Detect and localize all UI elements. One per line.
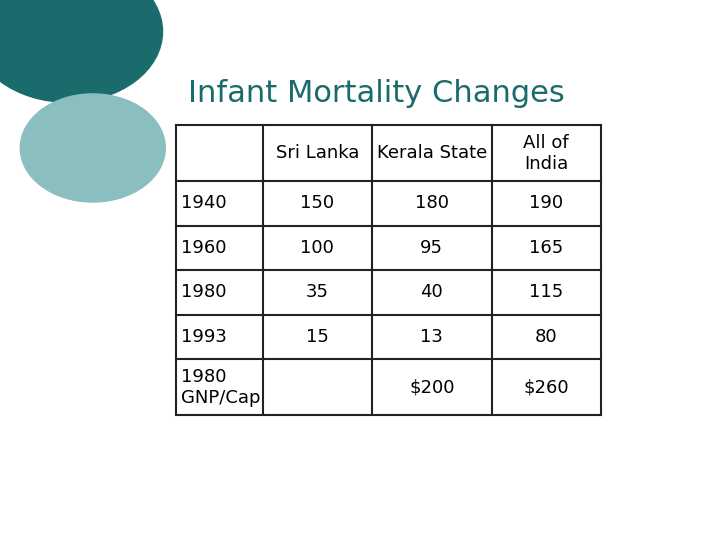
Text: 1980: 1980 [181, 284, 227, 301]
Circle shape [0, 0, 163, 102]
Text: All of
India: All of India [523, 134, 569, 173]
Text: 13: 13 [420, 328, 444, 346]
Text: $200: $200 [409, 378, 454, 396]
Circle shape [20, 94, 166, 202]
Text: 95: 95 [420, 239, 444, 257]
Text: 35: 35 [306, 284, 329, 301]
Text: 165: 165 [529, 239, 563, 257]
Text: 190: 190 [529, 194, 563, 212]
Text: $260: $260 [523, 378, 569, 396]
Text: 80: 80 [535, 328, 557, 346]
Text: 1980
GNP/Cap: 1980 GNP/Cap [181, 368, 261, 407]
Text: 150: 150 [300, 194, 335, 212]
Text: Infant Mortality Changes: Infant Mortality Changes [188, 79, 564, 109]
Text: 115: 115 [529, 284, 563, 301]
Text: Sri Lanka: Sri Lanka [276, 144, 359, 162]
Text: 180: 180 [415, 194, 449, 212]
Text: 40: 40 [420, 284, 443, 301]
Text: 1960: 1960 [181, 239, 227, 257]
Text: 1993: 1993 [181, 328, 227, 346]
Text: Kerala State: Kerala State [377, 144, 487, 162]
Text: 1940: 1940 [181, 194, 227, 212]
Text: 100: 100 [300, 239, 334, 257]
Text: 15: 15 [306, 328, 329, 346]
